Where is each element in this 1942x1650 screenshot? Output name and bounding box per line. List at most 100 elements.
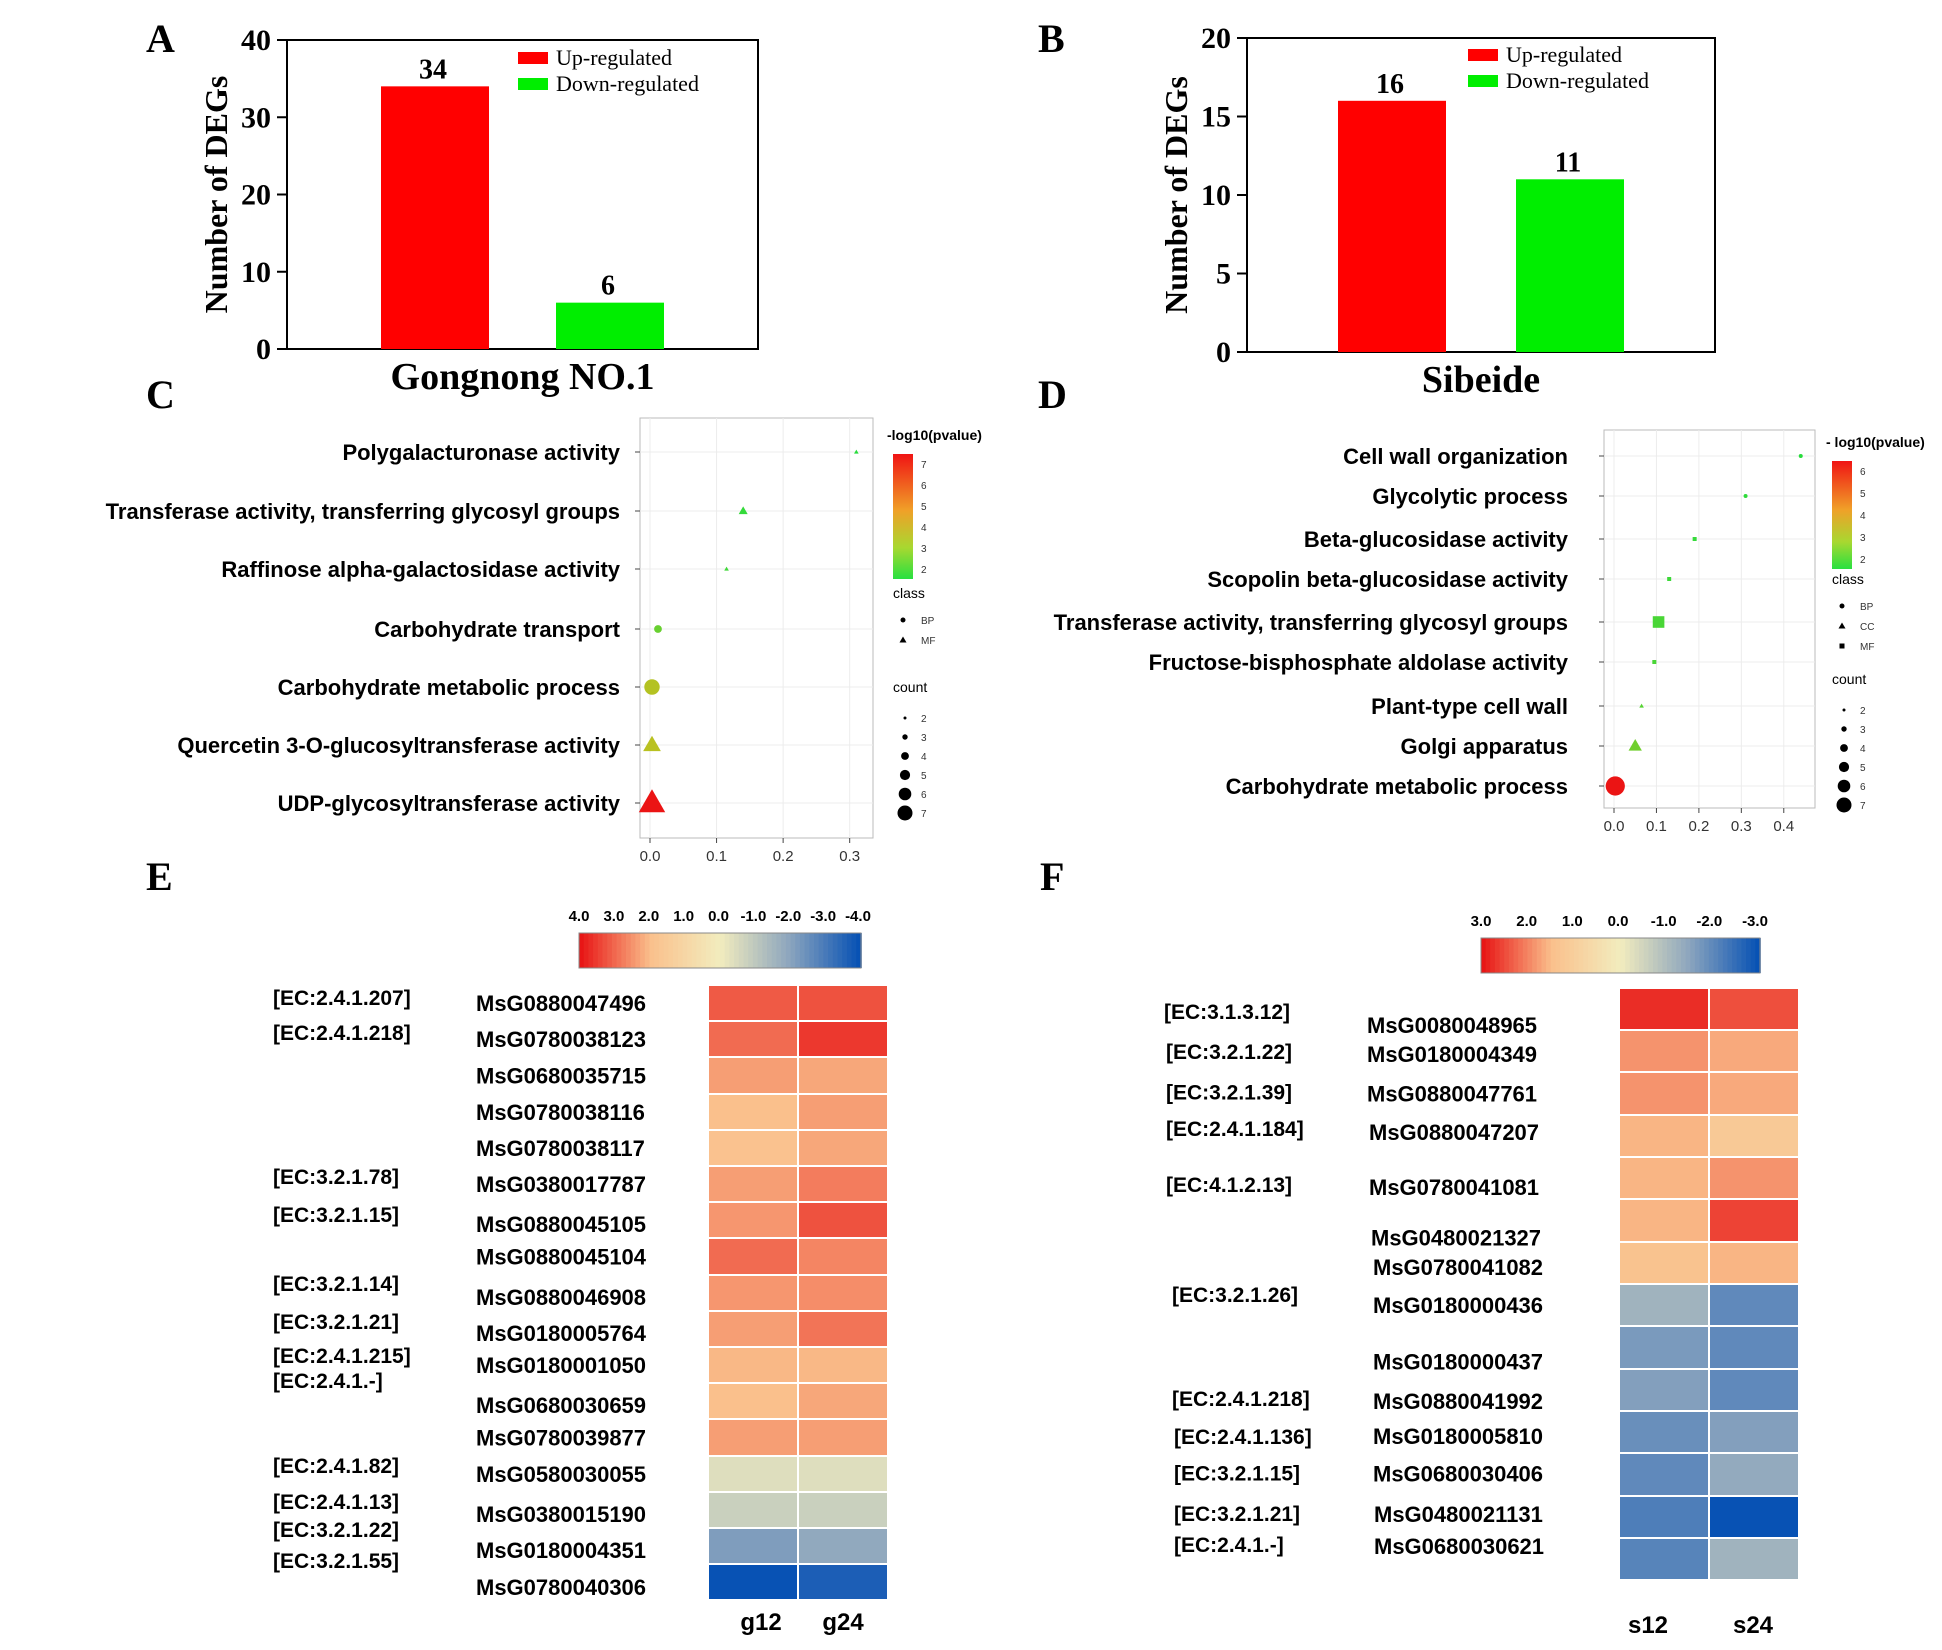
heatmap-e: 4.0 3.0 2.0 1.0 0.0 -1.0 -2.0 -3.0 -4.0 MsG088004…: [273, 908, 889, 1636]
class-legend-square: [1839, 643, 1845, 649]
x-axis-title: Sibeide: [1422, 359, 1540, 401]
scale-segment: [621, 933, 627, 968]
colorbar-tick-label: 7: [921, 460, 927, 471]
scale-segment: [1569, 938, 1575, 973]
heatmap-cell: [1708, 1241, 1800, 1285]
scale-segment: [846, 933, 853, 968]
scale-segment: [701, 933, 707, 968]
term-point-triangle: [738, 506, 748, 515]
scale-segment: [1601, 938, 1608, 973]
colorbar-tick-label: 3: [1860, 533, 1866, 544]
gene-label: MsG0180004351: [476, 1538, 646, 1563]
count-legend-label: 7: [1860, 801, 1866, 812]
scale-segment: [1587, 938, 1594, 973]
scale-segment: [1583, 938, 1589, 973]
ec-label: [EC:2.4.1.13]: [273, 1491, 399, 1514]
class-legend-title: class: [893, 585, 925, 601]
gene-label: MsG0880045104: [476, 1245, 647, 1270]
scale-segment: [795, 933, 801, 968]
scale-segment: [710, 933, 717, 968]
scale-label: -1.0: [740, 908, 766, 925]
gene-label: MsG0880046908: [476, 1285, 646, 1310]
count-legend-title: count: [1832, 671, 1866, 687]
term-label: Plant-type cell wall: [1371, 694, 1568, 719]
count-legend-label: 5: [921, 771, 927, 782]
term-label: Transferase activity, transferring glyco…: [106, 499, 620, 524]
heatmap-cell: [1618, 1325, 1710, 1370]
class-legend-label: BP: [921, 616, 935, 627]
y-tick-label: 10: [241, 256, 271, 289]
heatmap-cell: [707, 984, 799, 1022]
heatmap-cell: [1708, 1325, 1800, 1370]
legend-label: Down-regulated: [1506, 68, 1649, 93]
scale-frame: [1480, 937, 1761, 974]
x-tick-label: 0.2: [773, 848, 794, 865]
scale-segment: [762, 933, 768, 968]
count-legend-circle: [902, 734, 908, 740]
term-point-circle: [654, 625, 662, 633]
term-point-triangle: [854, 449, 859, 454]
term-label: Fructose-bisphosphate aldolase activity: [1149, 650, 1569, 675]
scale-segment: [1639, 938, 1645, 973]
term-point-square: [1652, 660, 1657, 664]
gene-label: MsG0180001050: [476, 1353, 646, 1378]
term-point-triangle: [1628, 739, 1642, 751]
count-legend-label: 6: [921, 790, 927, 801]
heatmap-cell: [797, 984, 889, 1022]
ec-label: [EC:3.1.3.12]: [1164, 1001, 1290, 1024]
scale-label: 0.0: [1608, 913, 1629, 930]
scale-segment: [757, 933, 764, 968]
scale-segment: [1653, 938, 1659, 973]
scale-segment: [724, 933, 731, 968]
colorbar-tick-label: 2: [921, 565, 927, 576]
heatmap-cell: [707, 1382, 799, 1420]
term-label: Transferase activity, transferring glyco…: [1054, 610, 1568, 635]
scale-segment: [1625, 938, 1631, 973]
x-tick-label: 0.3: [839, 848, 860, 865]
gene-label: MsG0780041082: [1373, 1255, 1543, 1280]
gene-label: MsG0680035715: [476, 1064, 646, 1089]
heatmap-cell: [797, 1093, 889, 1131]
y-tick-label: 5: [1216, 258, 1231, 291]
plot-frame: [1603, 429, 1816, 809]
class-legend-triangle: [1838, 622, 1846, 629]
scale-segment: [668, 933, 674, 968]
scale-segment: [1736, 938, 1743, 973]
heatmap-cell: [1708, 1198, 1800, 1243]
scale-segment: [654, 933, 660, 968]
heatmap-cell: [1618, 1241, 1710, 1285]
y-tick-label: 10: [1201, 179, 1231, 212]
term-label: Raffinose alpha-galactosidase activity: [221, 557, 620, 582]
scale-segment: [1704, 938, 1710, 973]
gene-label: MsG0080048965: [1367, 1013, 1537, 1038]
scale-label: 2.0: [638, 908, 659, 925]
count-legend-circle: [1841, 726, 1847, 732]
ec-label: [EC:3.2.1.21]: [273, 1311, 399, 1334]
count-legend-label: 4: [1860, 744, 1866, 755]
count-legend-label: 2: [1860, 706, 1866, 717]
y-tick-label: 40: [241, 24, 271, 57]
y-tick-label: 30: [241, 101, 271, 134]
x-tick-label: 0.2: [1688, 818, 1709, 835]
gene-label: MsG0480021327: [1371, 1226, 1541, 1251]
scale-segment: [752, 933, 759, 968]
heatmap-cell: [797, 1346, 889, 1384]
gene-label: MsG0380017787: [476, 1172, 646, 1197]
gene-label: MsG0180005810: [1373, 1424, 1543, 1449]
count-legend-label: 7: [921, 809, 927, 820]
scale-segment: [682, 933, 688, 968]
gene-label: MsG0680030406: [1373, 1462, 1543, 1487]
ec-label: [EC:4.1.2.13]: [1166, 1174, 1292, 1197]
scale-segment: [640, 933, 646, 968]
gene-label: MsG0780038123: [476, 1027, 646, 1052]
scale-segment: [602, 933, 608, 968]
gene-label: MsG0180004349: [1367, 1042, 1537, 1067]
ec-label: [EC:3.2.1.55]: [273, 1550, 399, 1573]
heatmap-cell: [797, 1129, 889, 1167]
scale-segment: [1532, 938, 1538, 973]
colorbar-title: -log10(pvalue): [887, 427, 982, 443]
term-point-square: [1652, 616, 1665, 628]
scale-segment: [1522, 938, 1529, 973]
scale-label: 0.0: [708, 908, 729, 925]
